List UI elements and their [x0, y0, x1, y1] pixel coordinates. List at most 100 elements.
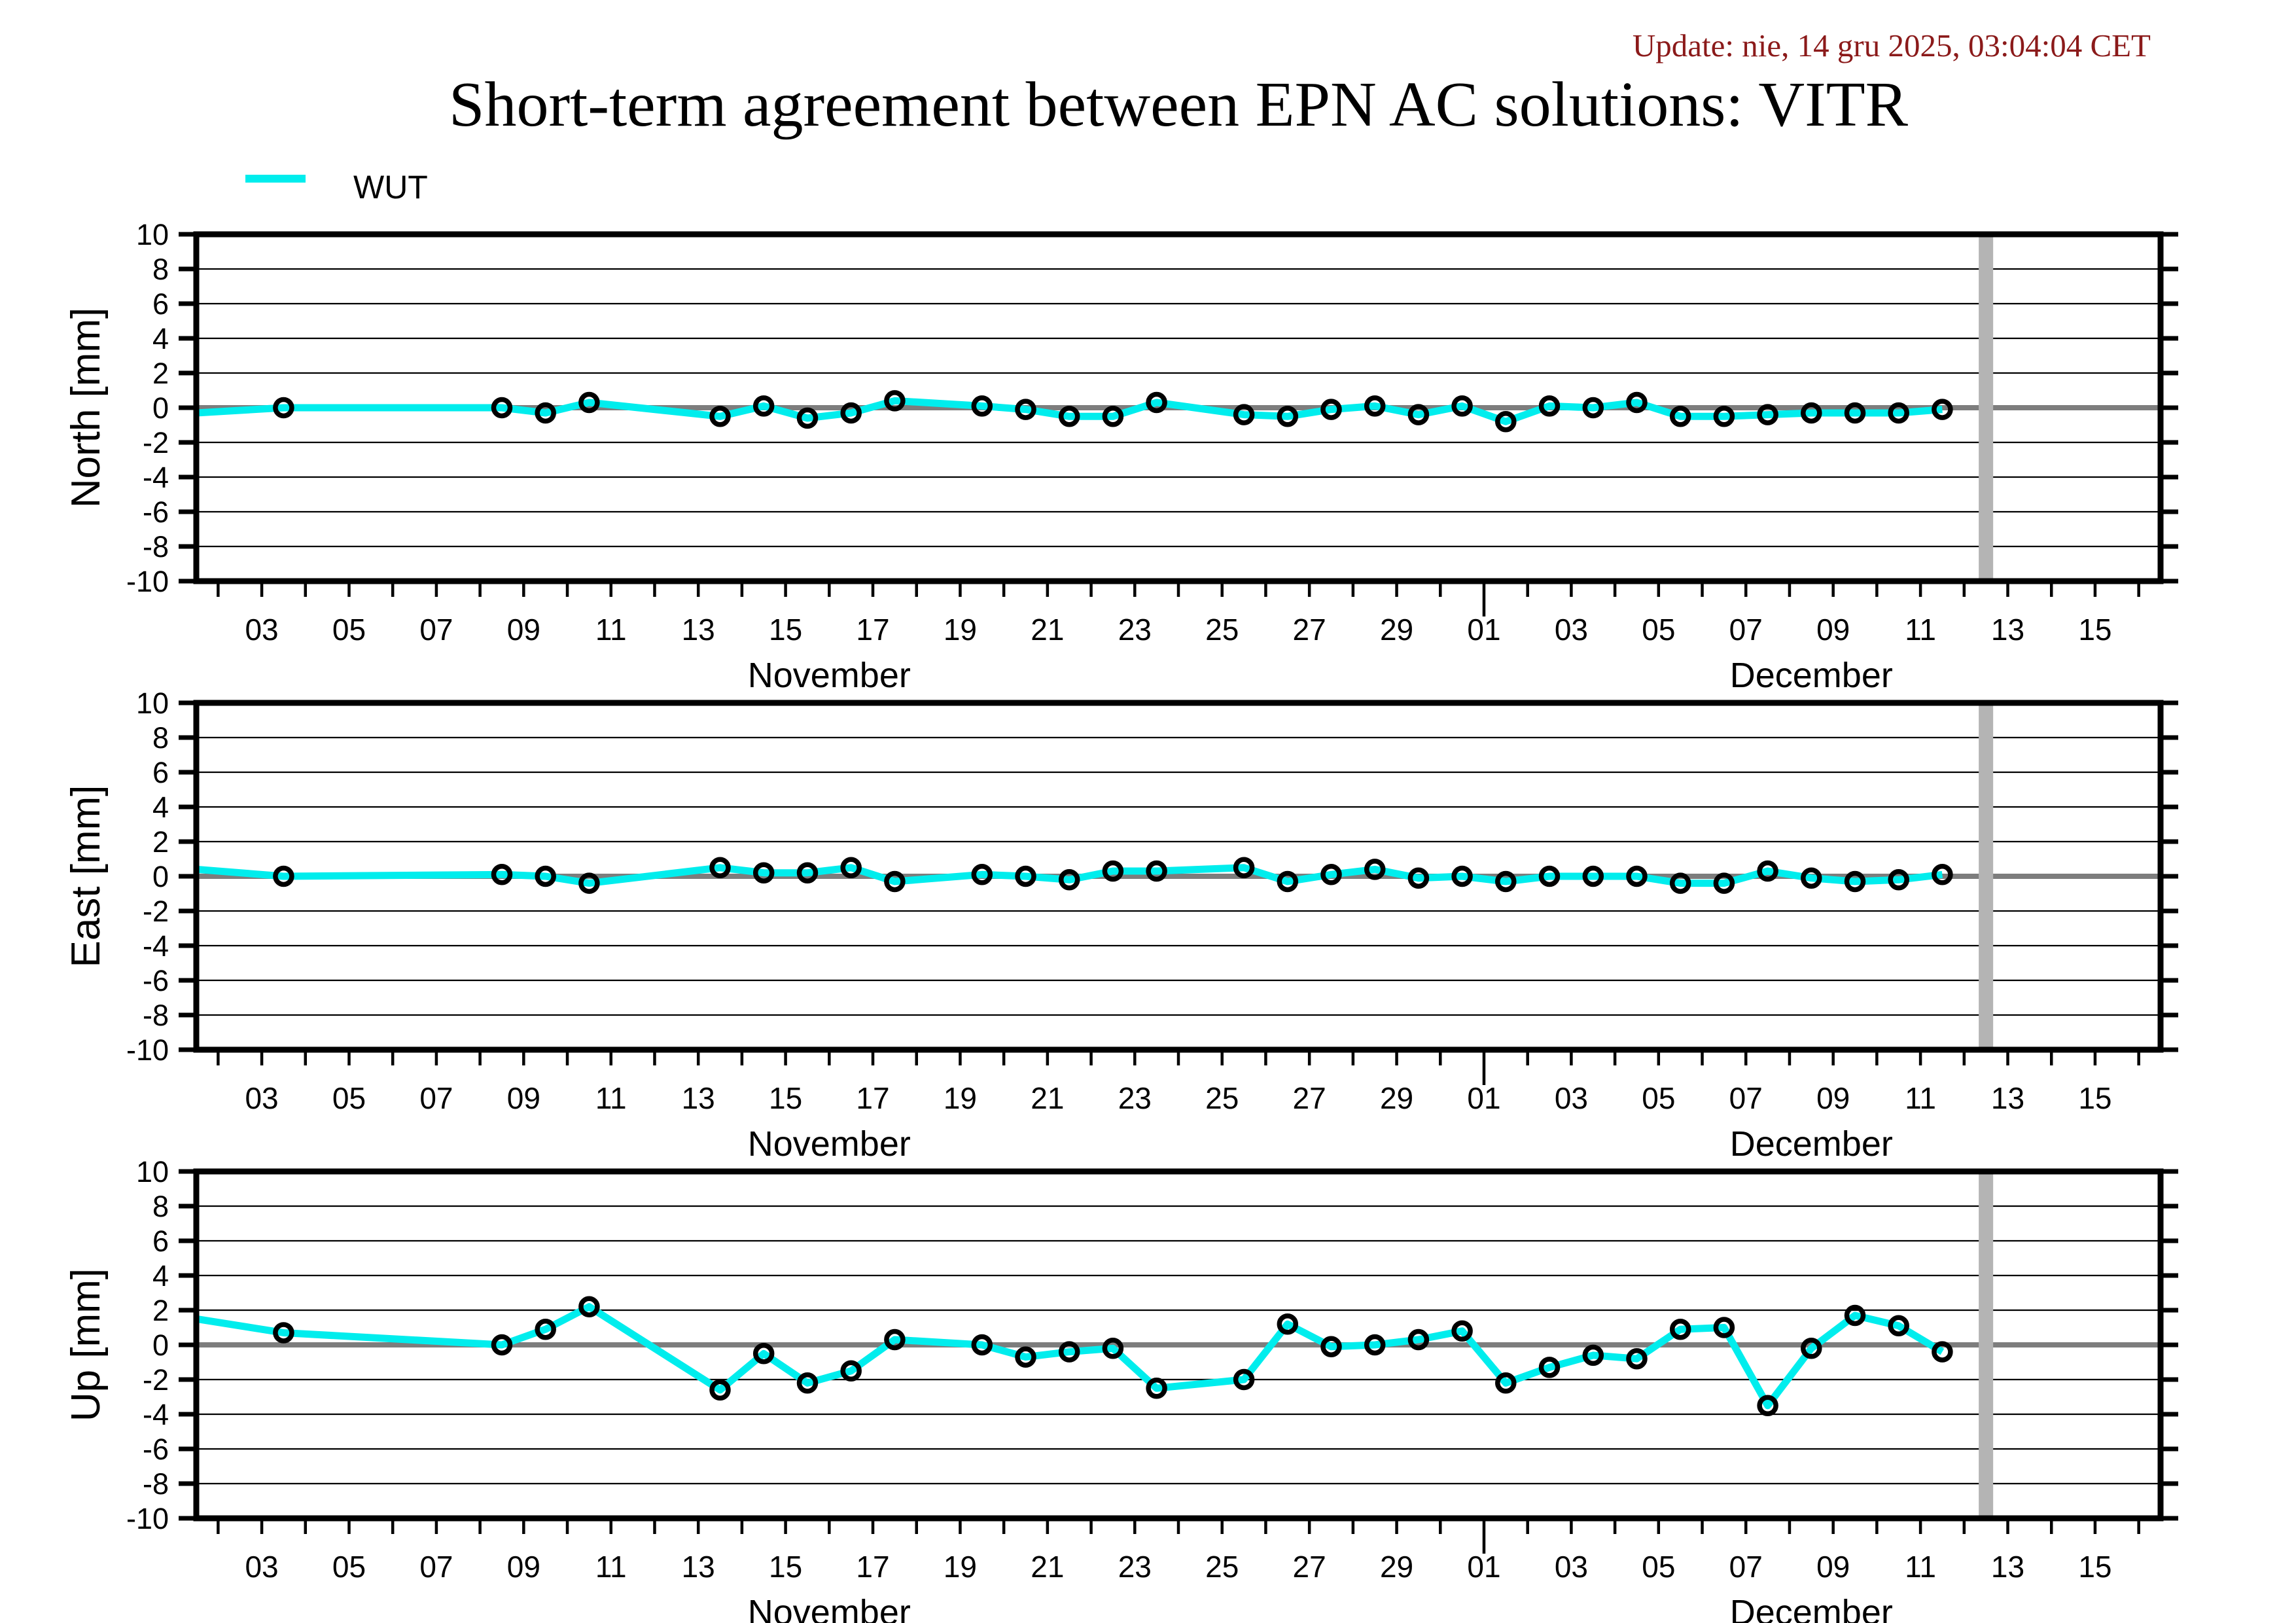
x-day-label: 15	[2078, 1550, 2111, 1584]
data-marker	[273, 1322, 294, 1344]
series-line	[196, 397, 1943, 425]
series-group	[196, 390, 1953, 433]
x-day-label: 07	[419, 1081, 453, 1115]
data-marker	[1451, 1320, 1473, 1342]
x-day-label: 21	[1031, 1081, 1064, 1115]
data-marker	[1495, 410, 1517, 433]
x-day-label: 07	[1729, 1550, 1763, 1584]
y-tick-label: -8	[143, 999, 169, 1032]
x-month-label: November	[748, 1124, 911, 1164]
y-tick-label: 6	[152, 1224, 169, 1258]
data-marker	[1626, 391, 1648, 414]
y-tick-label: 10	[136, 218, 169, 251]
data-marker	[1495, 1372, 1517, 1394]
x-day-label: 15	[2078, 613, 2111, 647]
x-day-label: 09	[507, 613, 540, 647]
x-day-label: 09	[507, 1081, 540, 1115]
data-marker	[884, 390, 906, 412]
data-marker	[1844, 870, 1866, 893]
series-group	[196, 857, 1953, 894]
data-marker	[1146, 391, 1167, 414]
data-marker	[1888, 402, 1909, 424]
x-day-label: 23	[1118, 1550, 1152, 1584]
x-day-label: 11	[595, 613, 627, 647]
chart-title: Short-term agreement between EPN AC solu…	[449, 69, 1909, 140]
data-marker	[1015, 865, 1036, 887]
x-day-label: 09	[1816, 613, 1850, 647]
update-timestamp: Update: nie, 14 gru 2025, 03:04:04 CET	[1633, 27, 2151, 63]
data-marker	[1015, 1346, 1036, 1368]
data-marker	[1538, 865, 1561, 887]
x-day-label: 09	[1816, 1081, 1850, 1115]
x-day-label: 15	[769, 1550, 802, 1584]
data-marker	[1888, 869, 1909, 891]
data-marker	[1058, 406, 1080, 427]
x-day-label: 29	[1380, 1081, 1413, 1115]
y-axis-title-up: Up [mm]	[63, 1268, 109, 1421]
x-day-label: 03	[1555, 1081, 1588, 1115]
data-marker	[578, 1296, 600, 1317]
x-day-label: 25	[1205, 1081, 1239, 1115]
panel-frame	[193, 700, 2164, 1053]
data-marker	[1233, 404, 1255, 425]
x-day-label: 19	[944, 613, 977, 647]
x-day-label: 19	[944, 1081, 977, 1115]
data-marker	[1626, 865, 1648, 887]
y-tick-label: 4	[152, 791, 169, 824]
y-tick-label: -6	[143, 495, 169, 529]
data-marker	[884, 1329, 906, 1351]
data-marker	[971, 395, 993, 417]
data-marker	[491, 397, 513, 419]
x-day-label: 17	[856, 1550, 889, 1584]
data-marker	[1669, 1318, 1691, 1340]
data-marker	[1538, 395, 1561, 417]
x-day-label: 13	[682, 1550, 715, 1584]
data-marker	[752, 1343, 775, 1364]
x-day-label: 15	[769, 1081, 802, 1115]
data-marker	[1844, 1304, 1866, 1327]
data-marker	[1451, 865, 1473, 887]
x-month-label: December	[1730, 1124, 1893, 1164]
x-day-label: 05	[1642, 613, 1675, 647]
legend-line-swatch	[245, 175, 306, 183]
y-tick-label: 0	[152, 391, 169, 425]
x-day-label: 03	[1555, 613, 1588, 647]
data-marker	[1015, 399, 1036, 420]
data-marker	[1932, 399, 1953, 420]
x-month-label: December	[1730, 1593, 1893, 1623]
x-day-label: 07	[419, 613, 453, 647]
legend: WUT	[245, 169, 428, 205]
data-marker	[1233, 1368, 1255, 1391]
data-marker	[796, 1372, 819, 1394]
data-marker	[1277, 870, 1299, 893]
x-day-label: 19	[944, 1550, 977, 1584]
y-tick-label: 2	[152, 357, 169, 390]
x-day-label: 23	[1118, 613, 1152, 647]
x-day-label: 23	[1118, 1081, 1152, 1115]
x-day-label: 13	[682, 613, 715, 647]
data-marker	[709, 406, 731, 427]
data-marker	[1407, 404, 1430, 425]
event-bar	[1979, 1171, 1994, 1518]
x-day-label: 15	[769, 613, 802, 647]
data-marker	[1932, 864, 1953, 885]
panel-frame	[193, 1168, 2164, 1522]
x-day-label: 27	[1293, 1081, 1326, 1115]
x-month-label: November	[748, 656, 911, 695]
data-marker	[1451, 395, 1473, 417]
x-day-label: 17	[856, 1081, 889, 1115]
data-marker	[1233, 857, 1255, 879]
x-day-label: 11	[1905, 1550, 1936, 1584]
y-tick-label: -4	[143, 929, 169, 963]
data-marker	[1364, 1334, 1386, 1356]
y-axis-title-north: North [mm]	[63, 308, 109, 508]
x-day-label: 05	[332, 613, 366, 647]
y-tick-label: -2	[143, 895, 169, 928]
data-marker	[1757, 1395, 1778, 1417]
panel-frame	[193, 231, 2164, 584]
y-tick-label: -8	[143, 530, 169, 563]
event-bar	[1979, 703, 1994, 1050]
